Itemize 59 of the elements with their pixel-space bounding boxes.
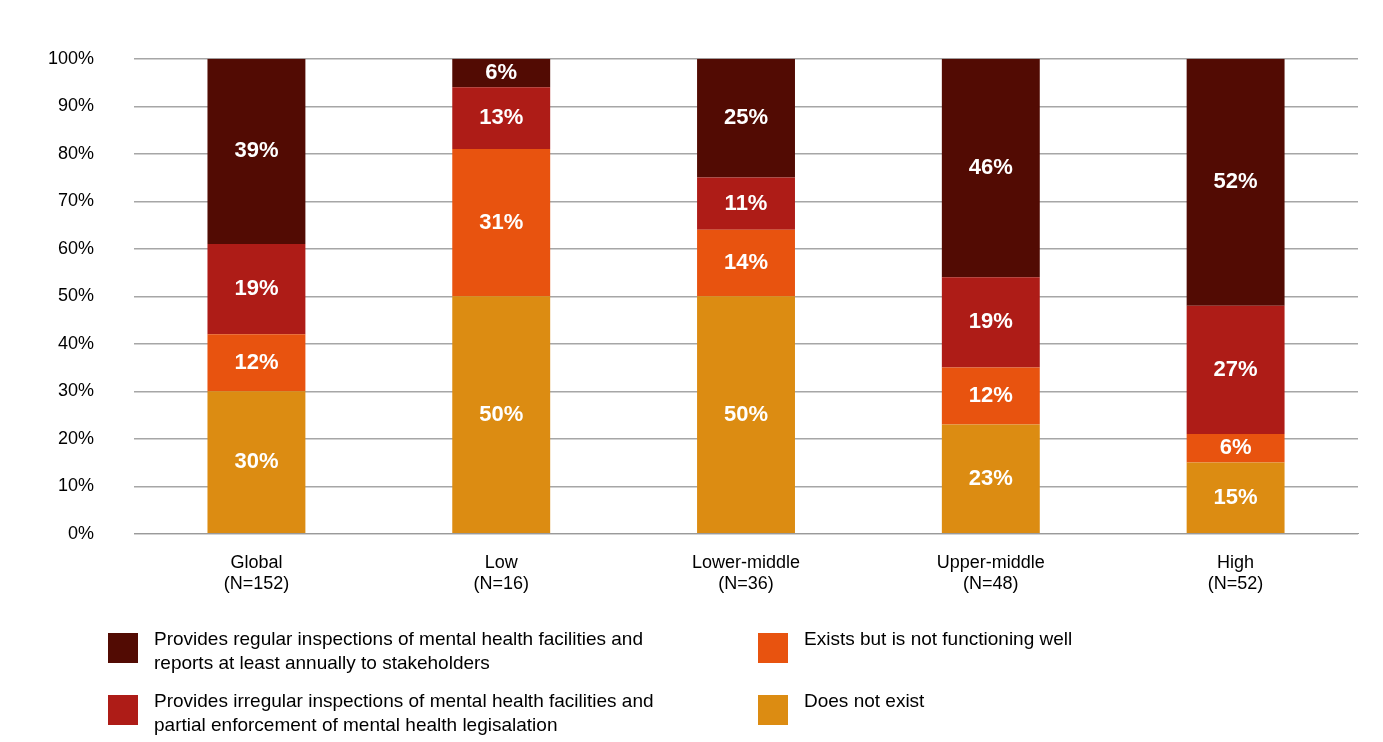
- bar: [1186, 434, 1285, 463]
- x-tick-label: Upper-middle (N=48): [936, 551, 1045, 594]
- y-tick-label: 100%: [47, 47, 95, 68]
- bar: [452, 87, 551, 150]
- y-tick-label: 10%: [58, 475, 95, 496]
- bar: [452, 149, 551, 297]
- bar: [207, 334, 306, 392]
- data-label: 12%: [234, 348, 279, 374]
- legend-label: Provides regular inspections of mental health facilities and reports at least annually to stakeholders: [154, 627, 644, 675]
- bar: [941, 277, 1040, 368]
- y-tick-label: 20%: [58, 427, 95, 448]
- bar: [697, 296, 795, 534]
- data-label: 27%: [1213, 355, 1258, 381]
- y-tick-label: 40%: [58, 332, 95, 353]
- y-tick-label: 50%: [58, 285, 95, 306]
- data-label: 50%: [479, 400, 524, 426]
- bar: [452, 296, 551, 534]
- data-label: 50%: [724, 400, 769, 426]
- x-tick-label: Low (N=16): [473, 551, 529, 594]
- bar: [1186, 58, 1285, 306]
- data-label: 14%: [724, 249, 769, 275]
- x-tick-label: Global (N=152): [223, 551, 290, 594]
- bar: [697, 177, 795, 230]
- bar: [941, 58, 1040, 278]
- y-tick-label: 30%: [58, 380, 95, 401]
- data-label: 6%: [485, 59, 518, 85]
- data-label: 15%: [1213, 483, 1258, 509]
- bar: [1186, 305, 1285, 435]
- x-tick-label: Lower-middle (N=36): [692, 551, 801, 594]
- bar: [1186, 462, 1285, 534]
- data-label: 46%: [968, 154, 1013, 180]
- data-label: 30%: [234, 448, 279, 474]
- bar: [941, 367, 1040, 425]
- bar: [207, 58, 306, 245]
- y-tick-label: 90%: [58, 95, 95, 116]
- bar: [941, 424, 1040, 534]
- legend-label: Does not exist: [804, 689, 926, 713]
- data-label: 11%: [724, 189, 768, 215]
- y-tick-label: 60%: [58, 237, 95, 258]
- data-label: 6%: [1219, 434, 1252, 460]
- data-label: 23%: [968, 464, 1013, 490]
- bar: [697, 58, 795, 178]
- legend-label: Provides irregular inspections of mental health facilities and partial enforcement of mental health legisalation: [154, 689, 655, 737]
- data-label: 13%: [479, 104, 524, 130]
- data-label: 31%: [479, 208, 524, 234]
- data-label: 39%: [234, 137, 279, 163]
- bar: [207, 244, 306, 335]
- x-tick-label: High (N=52): [1207, 551, 1264, 594]
- data-label: 12%: [968, 382, 1013, 408]
- y-tick-label: 0%: [68, 522, 95, 543]
- data-label: 19%: [234, 275, 279, 301]
- y-tick-label: 70%: [58, 190, 95, 211]
- y-tick-label: 80%: [58, 142, 95, 163]
- data-label: 19%: [968, 308, 1013, 334]
- data-label: 52%: [1213, 168, 1258, 194]
- bar: [207, 391, 306, 534]
- data-label: 25%: [724, 104, 769, 130]
- legend-label: Exists but is not functioning well: [804, 627, 1074, 651]
- bar: [697, 229, 795, 297]
